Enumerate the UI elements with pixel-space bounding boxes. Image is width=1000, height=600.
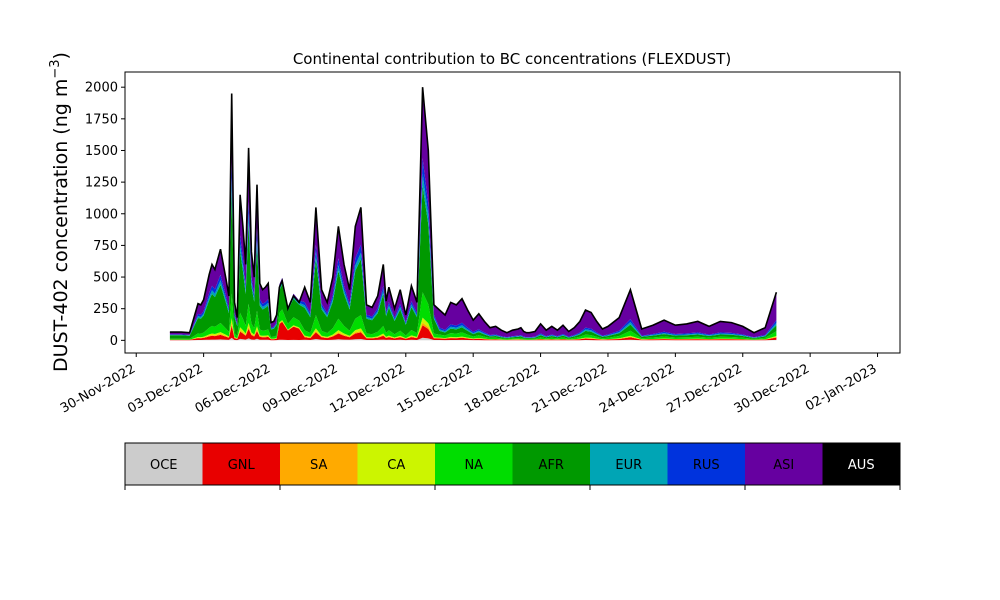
legend-label-rus: RUS — [693, 458, 720, 473]
x-tick-label: 06-Dec-2022 — [193, 361, 273, 416]
chart-title: Continental contribution to BC concentra… — [293, 50, 731, 68]
x-tick-label: 09-Dec-2022 — [260, 361, 340, 416]
y-tick-label: 0 — [110, 334, 118, 349]
x-tick-label: 15-Dec-2022 — [395, 361, 475, 416]
legend-label-aus: AUS — [848, 458, 875, 473]
legend-swatch-sa — [280, 443, 358, 485]
legend-label-sa: SA — [310, 458, 327, 473]
x-tick-label: 02-Jan-2023 — [803, 361, 880, 414]
y-axis-label-exponent: −3 — [48, 59, 63, 78]
x-tick-label: 21-Dec-2022 — [530, 361, 610, 416]
legend-swatch-asi — [745, 443, 823, 485]
x-tick-label: 18-Dec-2022 — [462, 361, 542, 416]
legend-swatch-aus — [822, 443, 900, 485]
legend-swatch-oce — [125, 443, 203, 485]
legend-label-eur: EUR — [615, 458, 642, 473]
y-axis: 0 250 500 750 1000 1250 1500 1750 2000 — [85, 81, 125, 349]
x-tick-label: 27-Dec-2022 — [664, 361, 744, 416]
y-tick-label: 1000 — [85, 207, 118, 222]
plot-frame — [124, 71, 901, 354]
total-line — [169, 87, 778, 334]
legend-label-oce: OCE — [150, 458, 178, 473]
legend-swatch-rus — [667, 443, 745, 485]
x-tick-label: 12-Dec-2022 — [327, 361, 407, 416]
area-asi — [169, 87, 777, 338]
legend-swatch-gnl — [202, 443, 280, 485]
legend-swatch-na — [435, 443, 513, 485]
y-tick-label: 1750 — [85, 112, 118, 127]
y-axis-label: DUST-402 concentration (ng m−3) — [48, 52, 72, 372]
x-tick-label: 24-Dec-2022 — [597, 361, 677, 416]
legend-swatch-afr — [512, 443, 590, 485]
legend-frame — [124, 442, 901, 486]
area-gnl — [169, 321, 777, 341]
y-tick-label: 1500 — [85, 144, 118, 159]
legend-label-na: NA — [464, 458, 483, 473]
y-axis-label-close: ) — [50, 52, 72, 59]
legend-label-afr: AFR — [539, 458, 564, 473]
area-oce — [169, 337, 777, 341]
y-axis-label-main: DUST-402 concentration (ng m — [50, 79, 72, 372]
x-tick-label: 30-Dec-2022 — [732, 361, 812, 416]
stacked-areas — [169, 87, 778, 341]
legend-label-gnl: GNL — [228, 458, 256, 473]
x-tick-label: 03-Dec-2022 — [125, 361, 205, 416]
legend-swatch-ca — [357, 443, 435, 485]
legend-label-ca: CA — [387, 458, 405, 473]
area-afr — [169, 185, 777, 339]
y-tick-label: 750 — [93, 239, 118, 254]
y-tick-label: 250 — [93, 302, 118, 317]
legend-label-asi: ASI — [773, 458, 794, 473]
x-axis: 30-Nov-202203-Dec-202206-Dec-202209-Dec-… — [58, 353, 880, 417]
legend: OCE GNL SA CA NA AFR EUR RUS ASI AUS — [124, 442, 901, 490]
legend-swatch-eur — [590, 443, 668, 485]
y-tick-label: 500 — [93, 271, 118, 286]
y-tick-label: 2000 — [85, 81, 118, 96]
y-tick-label: 1250 — [85, 176, 118, 191]
